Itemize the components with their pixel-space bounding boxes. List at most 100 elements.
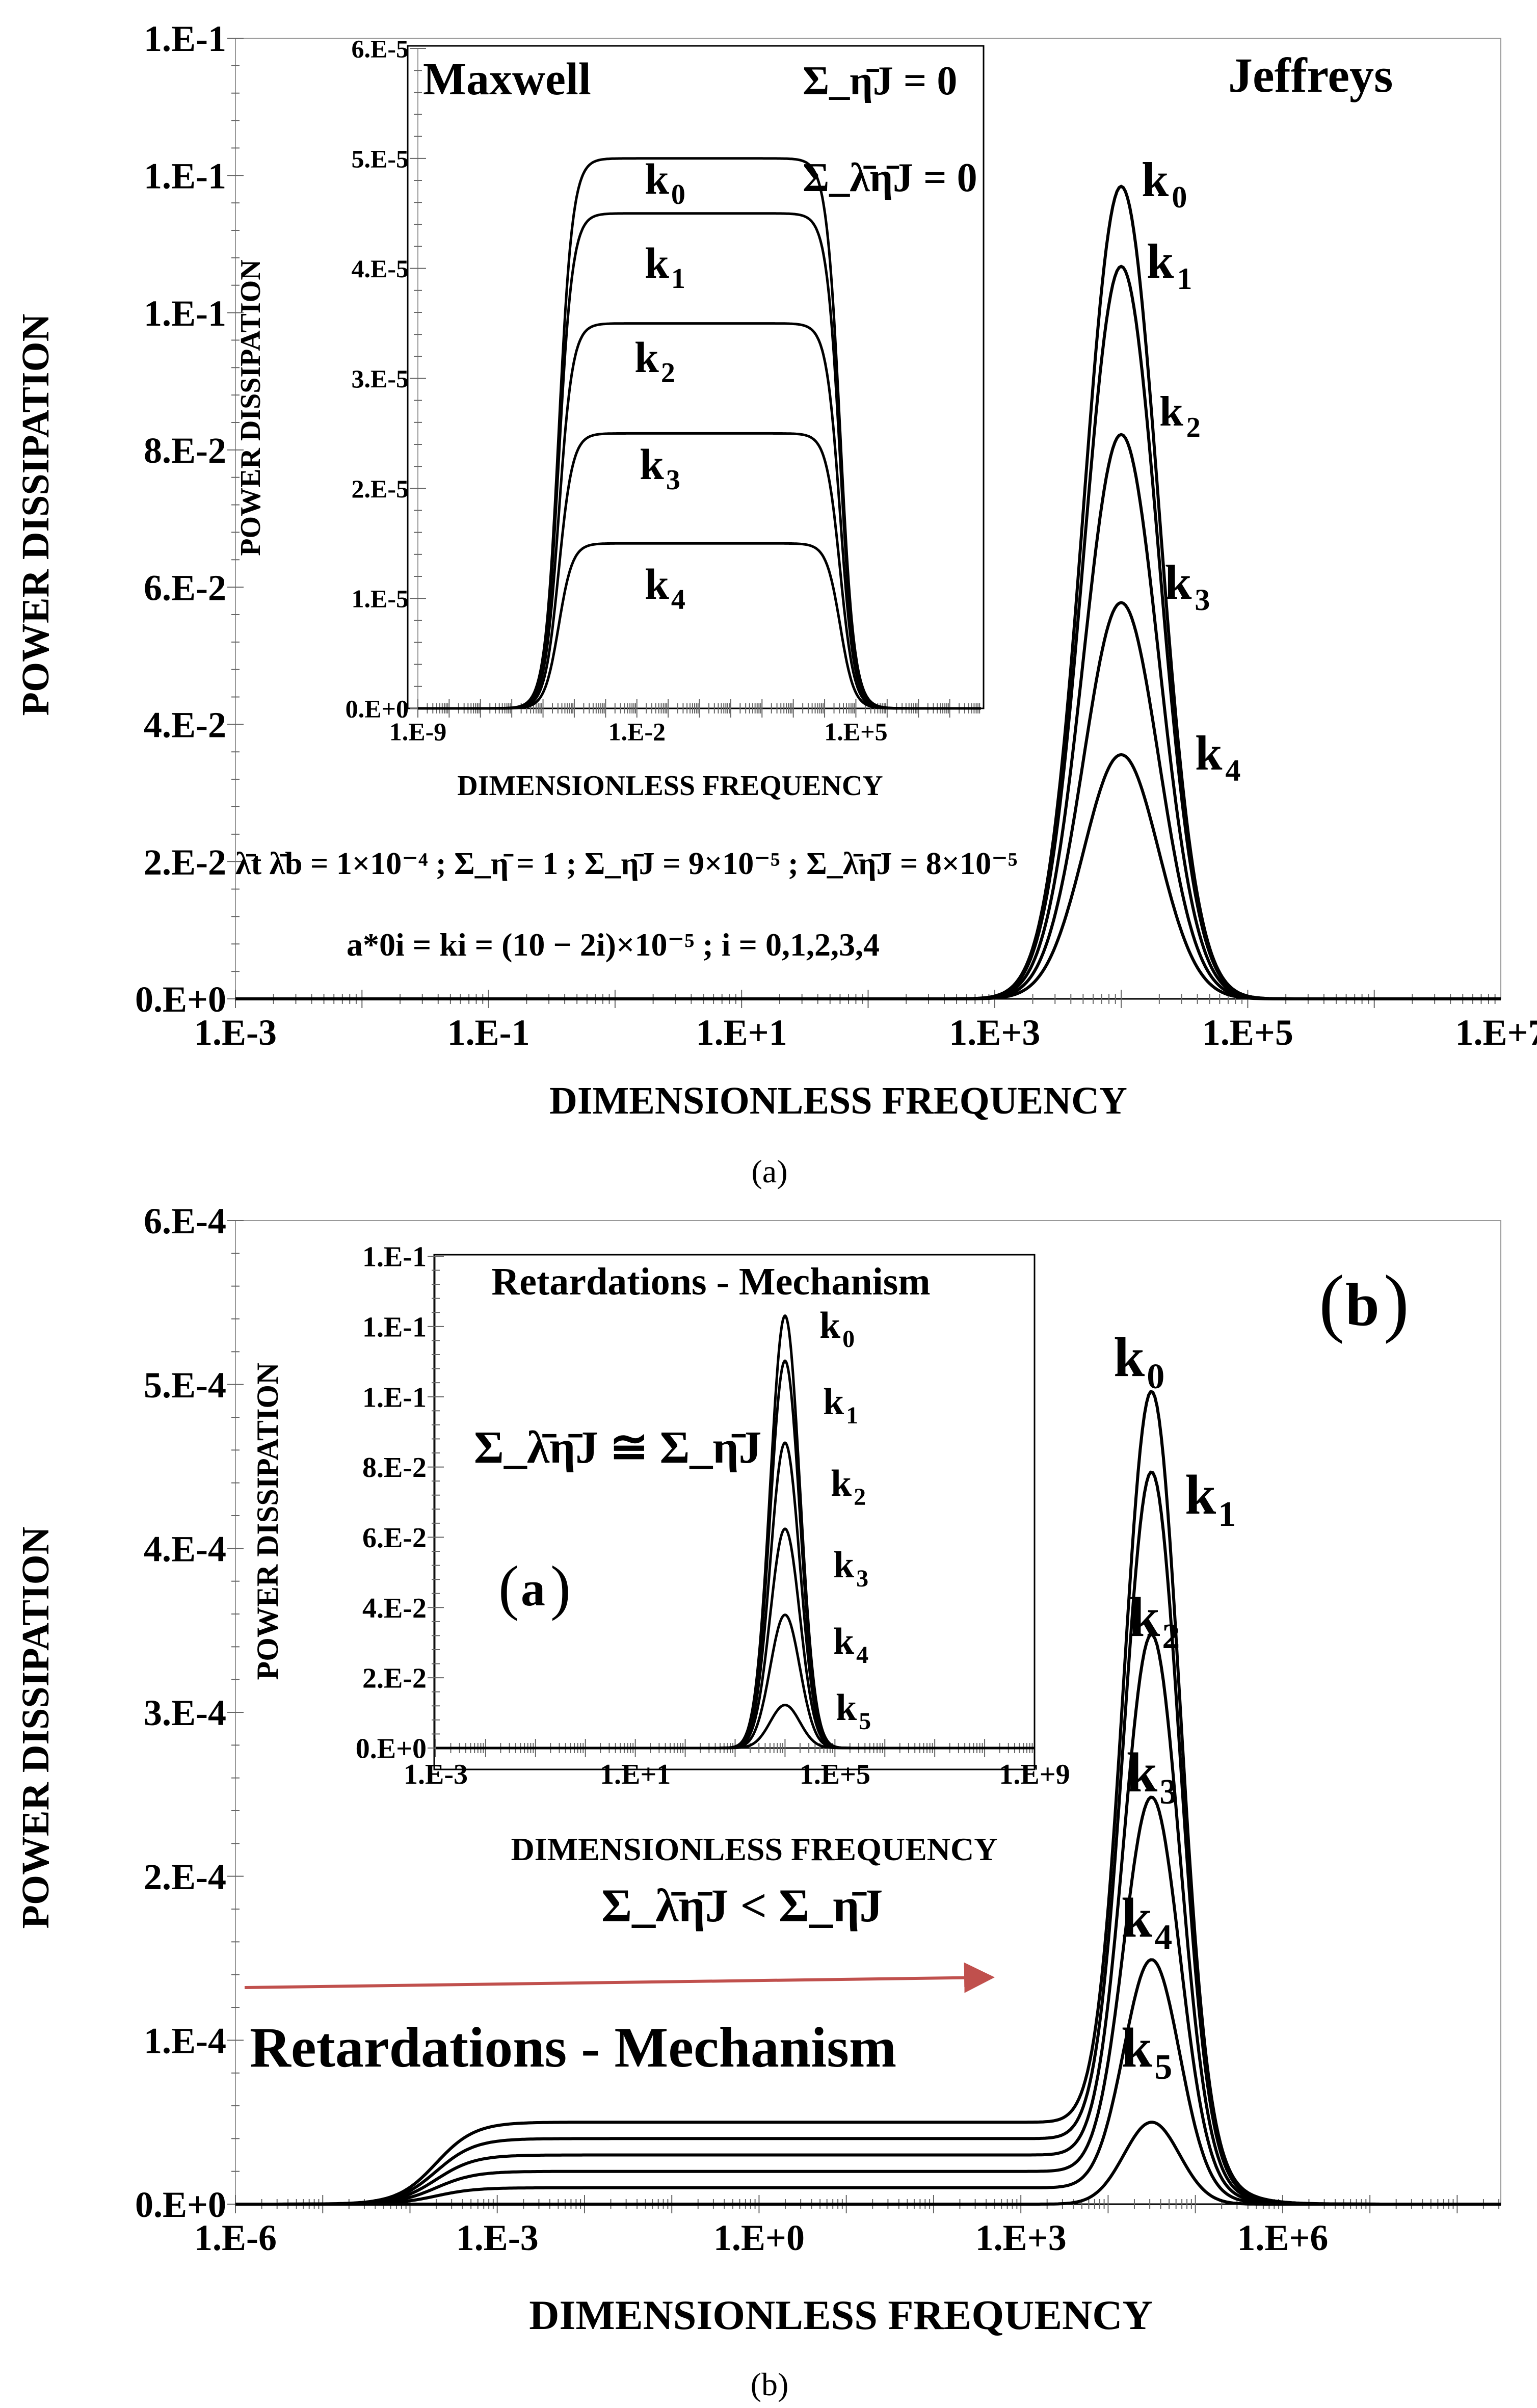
y-tick-label: 0.E+0 [356,1733,427,1765]
inset-series-label-k0: k0 [645,154,685,210]
panel-b-inset-ylabel: POWER DISSIPATION [251,1363,284,1680]
b-series-label-k5-letter: k [1121,2017,1153,2079]
inset-paren-close: ) [550,1553,571,1621]
series-label-k1-sub: 1 [1177,262,1192,296]
panel-b-inset-annotation: Σ_λ̄η̄J ≅ Σ_η̄J [474,1422,762,1473]
panel-a-inset-annotation-1: Σ_η̄J = 0 [803,59,957,103]
panel-b-inset-xlabel: DIMENSIONLESS FREQUENCY [511,1831,998,1867]
b-series-label-k3-letter: k [1126,1741,1158,1804]
y-tick-label: 1.E-5 [352,585,409,613]
b-series-label-k4-sub: 4 [1154,1918,1172,1957]
y-tick-label: 1.E-1 [362,1241,427,1273]
x-tick-label: 1.E+5 [800,1759,870,1790]
bi-series-label-k4-sub: 4 [856,1642,868,1669]
panel-b-ylabel: POWER DISSIPATION [14,1527,57,1929]
bi-series-label-k0-letter: k [819,1305,841,1346]
inset-series-label-k2: k2 [634,333,675,389]
b-series-label-k4-letter: k [1121,1887,1153,1949]
x-tick-label: 1.E-1 [447,1012,530,1053]
x-tick-label: 1.E-3 [194,1012,277,1053]
series-line-k4 [235,753,1501,1000]
panel-a-inset-frame [407,45,985,709]
panel-b: 0.E+0 1.E-4 2.E-4 3.E-4 4.E-4 5.E-4 6.E-4 1.E-6… [14,1201,1501,2402]
panel-a-title-jeffreys: Jeffreys [1228,48,1393,102]
panel-a: 0.E+0 2.E-2 4.E-2 6.E-2 8.E-2 1.E-1 1.E-1 1.E-1… [14,18,1537,1189]
series-label-k0-letter: k [1142,152,1169,207]
bi-series-label-k2-sub: 2 [854,1484,866,1511]
panel-a-inset-annotation-2: Σ_λ̄η̄J = 0 [803,155,977,200]
panel-b-inset-series-labels: k0 k1 k2 k3 k4 k5 [819,1305,871,1735]
inset-panel-letter: a [521,1562,545,1616]
panel-b-series-labels: k0 k1 k2 k3 k4 k5 [1114,1326,1236,2087]
panel-b-panel-letter: b [1345,1271,1380,1338]
y-tick-label: 2.E-2 [362,1663,427,1695]
inset-series-label-k0-letter: k [645,154,669,203]
y-tick-label: 1.E-1 [362,1382,427,1413]
x-tick-label: 1.E+1 [696,1012,787,1053]
bi-series-label-k3-letter: k [833,1544,855,1586]
bi-series-label-k1: k1 [823,1381,858,1429]
b-series-label-k4: k4 [1121,1887,1172,1957]
inset-series-label-k1: k1 [645,239,685,295]
x-tick-label: 1.E-6 [194,2217,277,2258]
bi-series-label-k1-letter: k [823,1381,844,1423]
bi-series-label-k3-sub: 3 [856,1565,868,1592]
panel-a-inset-title-maxwell: Maxwell [423,54,591,104]
series-line-k5 [435,1704,1035,1750]
x-tick-label: 1.E+6 [1237,2217,1328,2258]
panel-b-xlabel: DIMENSIONLESS FREQUENCY [529,2292,1152,2338]
y-tick-label: 1.E-1 [144,18,226,59]
y-tick-label: 6.E-2 [144,567,226,608]
b-series-label-k1-letter: k [1185,1464,1216,1526]
y-tick-label: 0.E+0 [135,979,226,1020]
y-tick-label: 6.E-5 [352,35,409,63]
inset-series-label-k4-letter: k [645,560,669,608]
b-series-label-k2: k2 [1129,1586,1180,1656]
y-tick-label: 5.E-5 [352,144,409,173]
b-series-label-k0-sub: 0 [1147,1357,1164,1396]
x-tick-label: 1.E-3 [456,2217,539,2258]
b-series-label-k5-sub: 5 [1154,2048,1172,2087]
bi-series-label-k5: k5 [836,1687,871,1735]
inset-series-label-k4-sub: 4 [671,584,685,616]
b-series-label-k2-letter: k [1129,1586,1160,1648]
b-series-label-k1-sub: 1 [1218,1495,1236,1534]
panel-b-arrow [244,1962,995,1993]
x-tick-label: 1.E+5 [1202,1012,1293,1053]
panel-b-inset-panel-label: ( a ) [498,1553,571,1621]
inset-series-label-k1-letter: k [645,239,669,287]
bi-series-label-k0-sub: 0 [842,1326,855,1353]
x-tick-label: 1.E-9 [389,718,447,746]
panel-b-inset-frame [433,1254,1036,1770]
panel-a-inset-curves [417,157,982,710]
y-tick-label: 8.E-2 [144,430,226,471]
x-tick-label: 1.E+1 [600,1759,671,1790]
x-tick-label: 1.E+7 [1455,1012,1537,1053]
b-series-label-k0: k0 [1114,1326,1164,1396]
b-series-label-k3: k3 [1126,1741,1177,1812]
inset-series-label-k0-sub: 0 [671,179,685,210]
panel-a-inset-ylabel: POWER DISSIPATION [235,259,267,555]
series-label-k0-sub: 0 [1172,180,1187,214]
panel-b-paren-open: ( [1319,1260,1344,1344]
x-tick-label: 1.E+3 [949,1012,1040,1053]
y-tick-label: 1.E-4 [144,2021,226,2061]
y-tick-label: 0.E+0 [135,2184,226,2225]
bi-series-label-k4-letter: k [833,1621,855,1662]
y-tick-label: 0.E+0 [346,695,409,723]
y-tick-label: 1.E-1 [144,293,226,334]
y-tick-label: 3.E-4 [144,1692,226,1733]
panel-b-panel-label: ( b ) [1319,1260,1409,1344]
series-line-k5 [235,2121,1501,2206]
y-tick-label: 1.E-1 [144,155,226,196]
y-tick-label: 5.E-4 [144,1365,226,1406]
b-series-label-k3-sub: 3 [1159,1772,1177,1812]
series-label-k2-letter: k [1159,388,1183,435]
